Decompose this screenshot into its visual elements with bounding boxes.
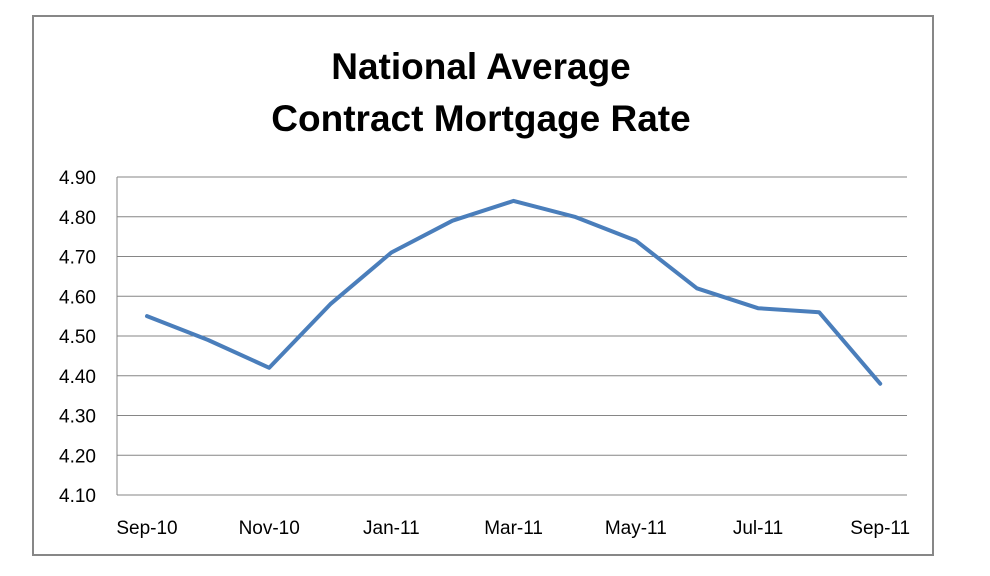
y-tick-label: 4.80 (59, 208, 96, 229)
x-tick-label: Jul-11 (733, 518, 783, 539)
y-tick-label: 4.50 (59, 327, 96, 348)
series-group (145, 198, 883, 386)
data-point (634, 239, 638, 243)
y-tick-label: 4.20 (59, 446, 96, 467)
series-line (145, 198, 883, 386)
chart-title-line-1: National Average (331, 46, 631, 87)
y-tick-label: 4.30 (59, 407, 96, 428)
data-point (878, 382, 882, 386)
x-tick-label: Sep-10 (116, 518, 177, 539)
x-tick-label: Sep-11 (850, 518, 910, 539)
data-point (328, 302, 332, 306)
y-tick-label: 4.90 (59, 168, 96, 189)
y-tick-label: 4.60 (59, 287, 96, 308)
x-tick-label: Mar-11 (484, 518, 543, 539)
axes (116, 177, 907, 496)
data-point (512, 199, 516, 203)
data-point (695, 286, 699, 290)
y-tick-label: 4.70 (59, 248, 96, 269)
data-point (573, 215, 577, 219)
chart-title: National Average Contract Mortgage Rate (271, 46, 690, 139)
x-tick-label: May-11 (605, 518, 667, 539)
y-tick-label: 4.10 (59, 486, 96, 507)
data-point (817, 310, 821, 314)
data-point (206, 338, 210, 342)
x-tick-label: Nov-10 (239, 518, 300, 539)
data-point (451, 219, 455, 223)
gridlines (117, 176, 907, 456)
data-point (756, 306, 760, 310)
y-tick-label: 4.40 (59, 367, 96, 388)
data-point (389, 251, 393, 255)
data-point (145, 314, 149, 318)
chart-title-line-2: Contract Mortgage Rate (271, 98, 690, 139)
x-tick-label: Jan-11 (363, 518, 420, 539)
chart-frame (32, 15, 934, 556)
y-axis-tick-labels: 4.10 4.20 4.30 4.40 4.50 4.60 4.70 4.80 4.90 (59, 168, 96, 507)
x-axis-tick-labels: Sep-10 Nov-10 Jan-11 Mar-11 May-11 Jul-11 Sep-… (116, 518, 910, 539)
data-point (267, 366, 271, 370)
